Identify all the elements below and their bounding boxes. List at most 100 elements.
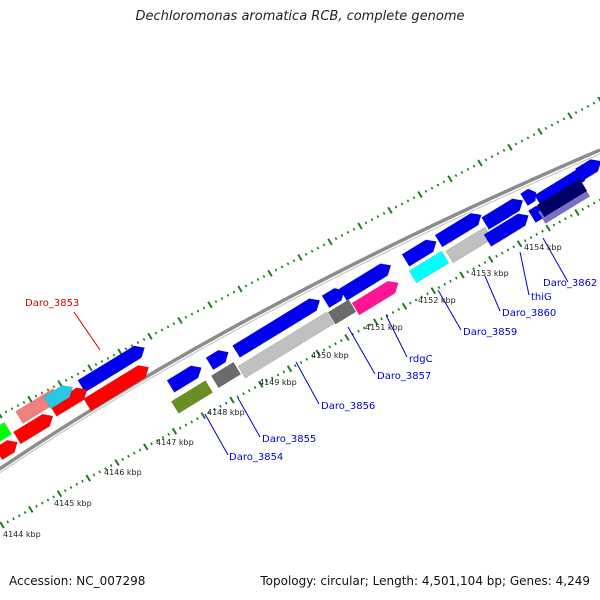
minor-tick <box>207 411 211 414</box>
minor-tick <box>270 376 274 380</box>
minor-tick <box>569 214 573 218</box>
leader-line <box>295 361 320 405</box>
tick-label: 4149 kbp <box>259 378 297 387</box>
feature-blue-a <box>166 365 202 393</box>
minor-tick <box>22 400 26 404</box>
major-tick <box>597 96 600 102</box>
gene-label: Daro_3859 <box>463 327 517 338</box>
minor-tick <box>12 517 15 521</box>
minor-tick <box>94 363 98 367</box>
minor-tick <box>274 268 278 272</box>
minor-tick <box>564 217 567 221</box>
major-tick <box>447 175 453 183</box>
minor-tick <box>544 126 548 130</box>
minor-tick <box>155 439 159 443</box>
minor-tick <box>69 486 73 489</box>
leader-line <box>237 397 261 438</box>
minor-tick <box>352 227 356 231</box>
major-tick <box>171 427 178 435</box>
minor-tick <box>305 357 309 361</box>
major-tick <box>56 490 63 498</box>
minor-tick <box>130 344 134 348</box>
minor-tick <box>454 276 458 280</box>
minor-tick <box>276 373 280 377</box>
minor-tick <box>436 183 440 187</box>
feature-red-2 <box>48 387 88 417</box>
gene-label: rdgC <box>409 354 433 365</box>
major-tick <box>459 271 465 279</box>
minor-tick <box>541 229 544 233</box>
minor-tick <box>166 325 170 329</box>
major-tick <box>516 240 523 248</box>
major-tick <box>567 112 573 120</box>
major-tick <box>315 349 321 357</box>
minor-tick <box>520 139 524 143</box>
gene-label: Daro_3854 <box>229 452 283 463</box>
minor-tick <box>592 201 596 205</box>
tick-label: 4148 kbp <box>207 408 245 417</box>
gene-label: Daro_3853 <box>25 298 79 309</box>
major-tick <box>537 127 543 136</box>
minor-tick <box>334 237 338 241</box>
tick-label: 4144 kbp <box>3 530 41 539</box>
minor-tick <box>70 375 74 379</box>
leader-line <box>437 289 462 331</box>
minor-tick <box>34 394 38 398</box>
minor-tick <box>226 293 230 297</box>
major-tick <box>417 190 423 199</box>
minor-tick <box>253 386 257 389</box>
minor-tick <box>311 354 314 358</box>
feature-blue-e <box>401 239 437 267</box>
minor-tick <box>394 205 398 209</box>
major-tick <box>85 474 91 482</box>
minor-tick <box>532 133 536 137</box>
major-tick <box>177 316 183 325</box>
minor-tick <box>362 326 366 330</box>
minor-tick <box>574 111 578 115</box>
minor-tick <box>512 245 516 249</box>
minor-tick <box>138 448 142 452</box>
gene-label: Daro_3855 <box>262 434 316 445</box>
minor-tick <box>483 261 487 264</box>
minor-tick <box>529 236 533 239</box>
minor-tick <box>127 454 130 458</box>
minor-tick <box>552 223 556 227</box>
feature-aqua <box>408 250 450 284</box>
minor-tick <box>586 104 590 108</box>
minor-tick <box>6 520 10 524</box>
minor-tick <box>46 388 50 392</box>
minor-tick <box>75 482 79 486</box>
minor-tick <box>224 401 228 405</box>
minor-tick <box>136 341 140 344</box>
minor-tick <box>244 284 248 288</box>
minor-tick <box>454 174 458 178</box>
leader-line <box>73 311 101 351</box>
feature-blue-c <box>321 287 345 309</box>
leader-line <box>347 326 376 375</box>
minor-tick <box>587 204 590 208</box>
minor-tick <box>232 290 236 294</box>
minor-tick <box>424 189 428 193</box>
feature-red-1 <box>83 365 150 412</box>
tick-label: 4154 kbp <box>524 243 562 252</box>
minor-tick <box>426 292 429 296</box>
minor-tick <box>339 339 343 343</box>
minor-tick <box>357 329 360 333</box>
tick-marks <box>0 96 600 529</box>
minor-tick <box>550 123 554 127</box>
minor-tick <box>514 142 518 146</box>
minor-tick <box>282 370 286 374</box>
minor-tick <box>98 470 102 474</box>
minor-tick <box>385 314 389 318</box>
minor-tick <box>328 345 332 349</box>
minor-tick <box>472 164 476 168</box>
minor-tick <box>484 158 488 162</box>
major-tick <box>229 396 235 404</box>
minor-tick <box>190 420 194 424</box>
feature-blue-f <box>434 212 482 248</box>
minor-tick <box>256 278 260 281</box>
minor-tick <box>280 265 284 269</box>
minor-tick <box>142 337 146 341</box>
minor-tick <box>214 300 218 304</box>
leader-line <box>519 251 530 296</box>
